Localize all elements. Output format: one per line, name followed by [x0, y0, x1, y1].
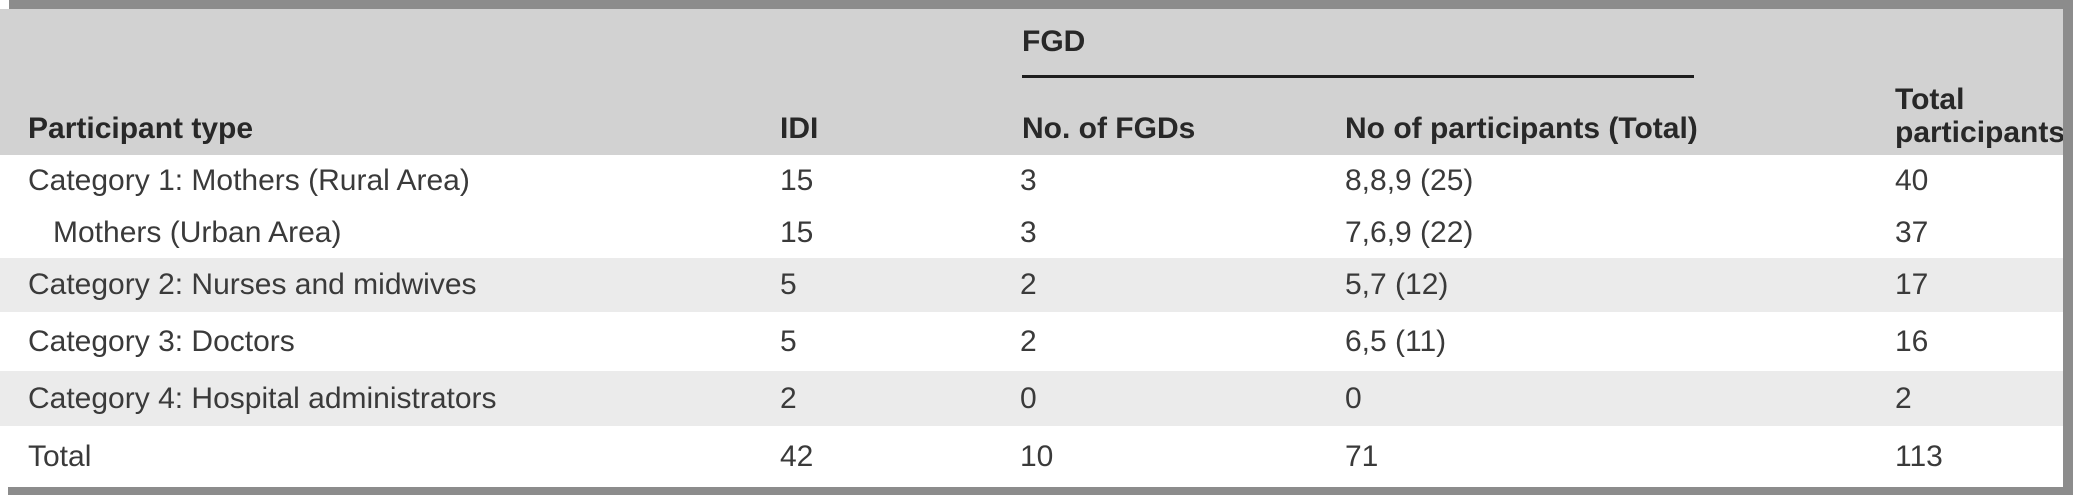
cell-no-of-fgds: 2: [1020, 324, 1037, 358]
cell-total-participants: 2: [1895, 381, 1912, 415]
cell-participant-type: Category 2: Nurses and midwives: [28, 268, 477, 301]
cell-total-participants: 40: [1895, 164, 1929, 197]
cell-idi: 5: [780, 268, 797, 301]
cell-no-of-participants: 5,7 (12): [1345, 268, 1449, 301]
cell-idi: 5: [780, 324, 797, 358]
table-row: Mothers (Urban Area) 15 3 7,6,9 (22) 37: [0, 207, 2073, 258]
cell-participant-type: Category 4: Hospital administrators: [28, 381, 497, 415]
cell-no-of-fgds: 10: [1020, 439, 1054, 473]
cell-total-participants: 17: [1895, 268, 1929, 301]
column-header-total-participants: Total participants: [1895, 83, 2066, 149]
cell-idi: 15: [780, 215, 814, 249]
cell-participant-type: Category 3: Doctors: [28, 324, 295, 358]
table-header: Participant type IDI FGD No. of FGDs No …: [0, 9, 2073, 155]
cell-idi: 42: [780, 439, 814, 473]
column-header-idi: IDI: [780, 112, 819, 145]
table-row: Category 2: Nurses and midwives 5 2 5,7 …: [0, 258, 2073, 312]
column-header-no-of-fgds: No. of FGDs: [1022, 112, 1196, 145]
table-top-rule: [9, 0, 2073, 9]
table-row: Category 3: Doctors 5 2 6,5 (11) 16: [0, 312, 2073, 371]
table-row-total: Total 42 10 71 113: [0, 426, 2073, 487]
cell-idi: 15: [780, 164, 814, 197]
cell-no-of-participants: 8,8,9 (25): [1345, 164, 1474, 197]
column-group-header-fgd: FGD: [1022, 25, 1086, 58]
table-body: Category 1: Mothers (Rural Area) 15 3 8,…: [0, 155, 2073, 487]
table-row: Category 4: Hospital administrators 2 0 …: [0, 371, 2073, 426]
cell-idi: 2: [780, 381, 797, 415]
cell-no-of-fgds: 3: [1020, 164, 1037, 197]
table-row: Category 1: Mothers (Rural Area) 15 3 8,…: [0, 155, 2073, 207]
cell-no-of-participants: 71: [1345, 439, 1379, 473]
cell-no-of-participants: 0: [1345, 381, 1362, 415]
cell-no-of-fgds: 2: [1020, 268, 1037, 301]
cell-no-of-fgds: 0: [1020, 381, 1037, 415]
fgd-group-underline: [1022, 75, 1694, 78]
table-bottom-rule: [8, 487, 2073, 495]
cell-total-participants: 16: [1895, 324, 1929, 358]
cell-participant-type: Category 1: Mothers (Rural Area): [28, 164, 470, 197]
cell-participant-type: Total: [28, 439, 92, 473]
cell-total-participants: 113: [1895, 439, 1943, 473]
cell-participant-type: Mothers (Urban Area): [53, 215, 342, 249]
cell-total-participants: 37: [1895, 215, 1929, 249]
cell-no-of-fgds: 3: [1020, 215, 1037, 249]
cell-no-of-participants: 6,5 (11): [1345, 324, 1447, 358]
cell-no-of-participants: 7,6,9 (22): [1345, 215, 1474, 249]
page-right-edge-band: [2063, 0, 2073, 495]
column-header-participant-type: Participant type: [28, 112, 254, 145]
column-header-no-of-participants: No of participants (Total): [1345, 112, 1698, 145]
